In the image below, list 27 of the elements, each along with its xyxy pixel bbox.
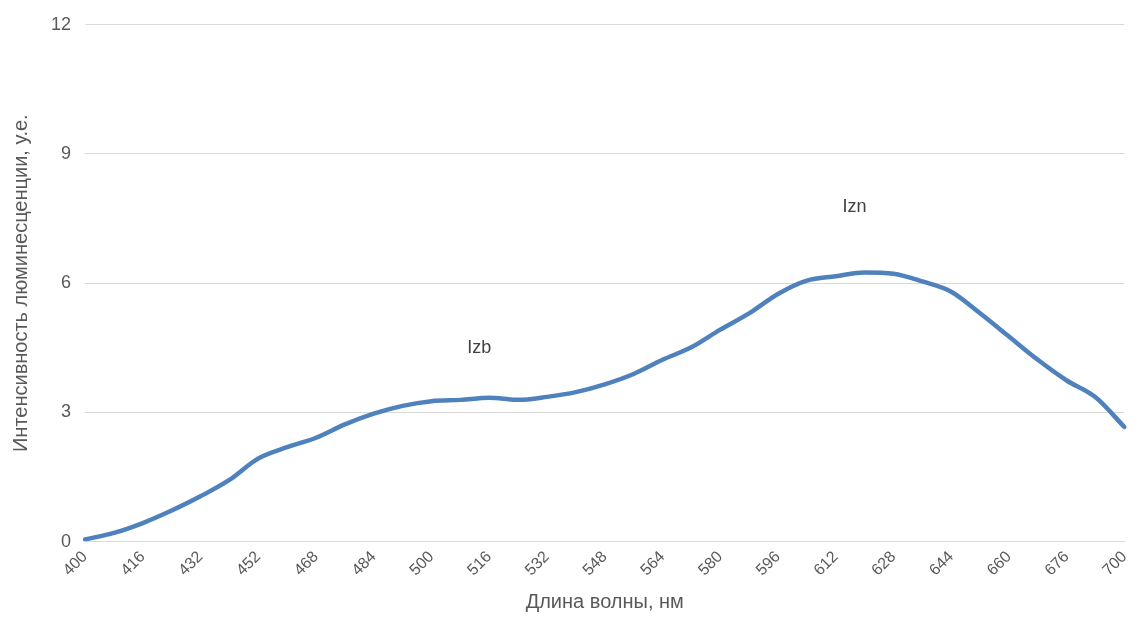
x-tick-label: 628	[867, 547, 899, 579]
x-tick-label: 700	[1098, 547, 1130, 579]
x-tick-label: 484	[348, 547, 380, 579]
line-series	[82, 270, 1127, 542]
y-tick-label: 6	[61, 272, 72, 293]
x-tick-label: 432	[174, 547, 206, 579]
y-tick-label: 3	[61, 401, 72, 422]
x-tick-label: 416	[117, 547, 149, 579]
y-tick-label: 9	[61, 142, 72, 163]
x-tick-label: 644	[925, 547, 957, 579]
x-tick-label: 612	[810, 547, 841, 579]
x-tick-label: 564	[636, 547, 668, 579]
x-tick-label: 532	[521, 547, 553, 579]
x-tick-label: 596	[752, 547, 784, 579]
x-tick-label: 516	[463, 547, 495, 579]
x-axis-title: Длина волны, нм	[525, 589, 684, 612]
x-tick-label: 580	[694, 547, 726, 579]
y-tick-label: 12	[50, 13, 72, 34]
x-tick-label: 548	[579, 547, 611, 579]
y-axis-title: Интенсивность люминесценции, у.е.	[8, 114, 31, 453]
annotation: Izn	[842, 196, 867, 217]
x-tick-label: 500	[405, 547, 437, 579]
x-tick-label: 660	[983, 547, 1015, 579]
x-tick-label: 468	[290, 547, 322, 579]
annotation: Izb	[467, 336, 492, 357]
x-tick-label: 676	[1041, 547, 1072, 579]
x-tick-label: 452	[232, 547, 264, 579]
